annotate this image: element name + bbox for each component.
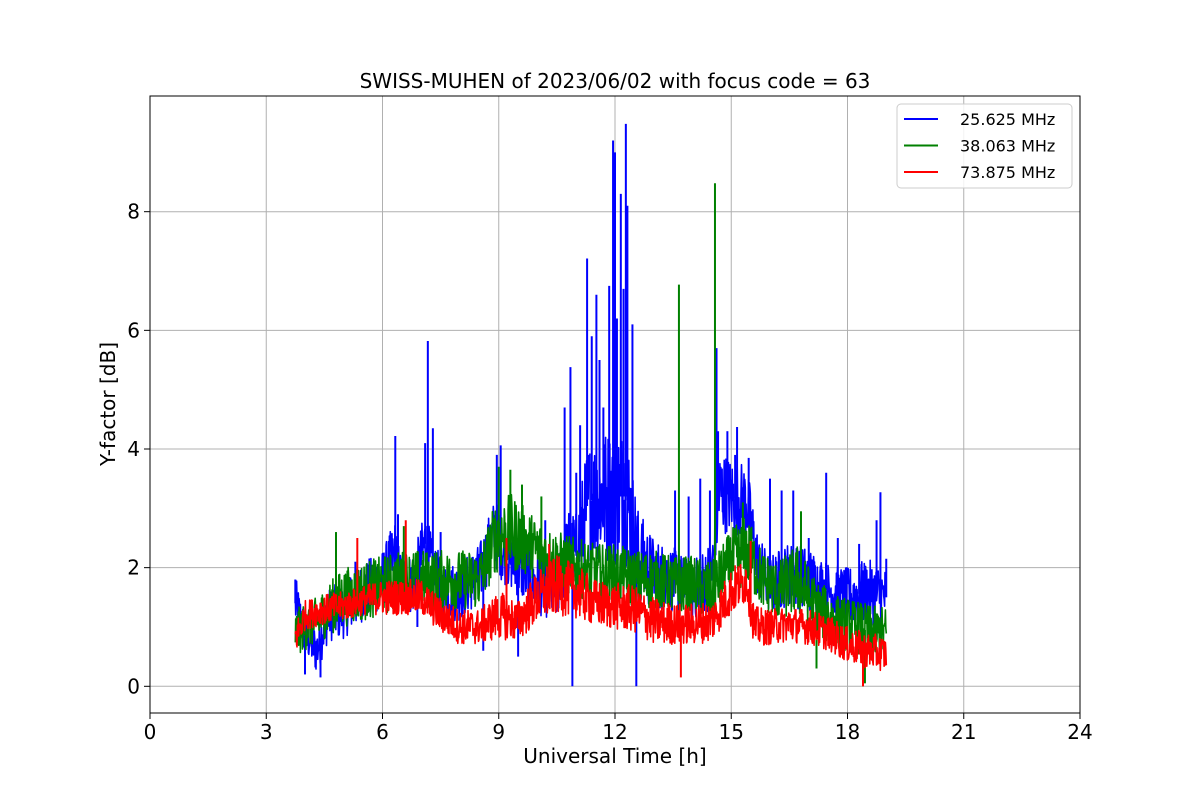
x-tick-label: 21 <box>951 720 976 744</box>
series-line <box>294 555 888 672</box>
y-tick-label: 6 <box>127 318 140 342</box>
series-2 <box>294 520 888 687</box>
x-tick-label: 15 <box>719 720 744 744</box>
x-tick-label: 18 <box>835 720 860 744</box>
y-tick-label: 4 <box>127 437 140 461</box>
x-axis-label: Universal Time [h] <box>523 744 706 768</box>
y-tick-label: 8 <box>127 200 140 224</box>
legend-label: 73.875 MHz <box>960 163 1055 182</box>
x-tick-label: 6 <box>376 720 389 744</box>
legend-label: 38.063 MHz <box>960 137 1055 156</box>
x-axis: 0 3 6 9 12 15 18 21 24 <box>144 713 1093 744</box>
x-tick-label: 12 <box>602 720 627 744</box>
y-tick-label: 0 <box>127 674 140 698</box>
legend: 25.625 MHz 38.063 MHz 73.875 MHz <box>896 103 1073 189</box>
legend-box <box>896 103 1073 189</box>
x-tick-label: 0 <box>144 720 157 744</box>
y-axis: 0 2 4 6 8 <box>127 200 150 698</box>
data-layer <box>294 123 888 687</box>
legend-label: 25.625 MHz <box>960 110 1055 129</box>
x-tick-label: 9 <box>492 720 505 744</box>
x-tick-label: 24 <box>1067 720 1092 744</box>
y-axis-label: Y-factor [dB] <box>96 342 120 467</box>
y-tick-label: 2 <box>127 556 140 580</box>
x-tick-label: 3 <box>260 720 273 744</box>
chart-title: SWISS-MUHEN of 2023/06/02 with focus cod… <box>360 69 871 93</box>
